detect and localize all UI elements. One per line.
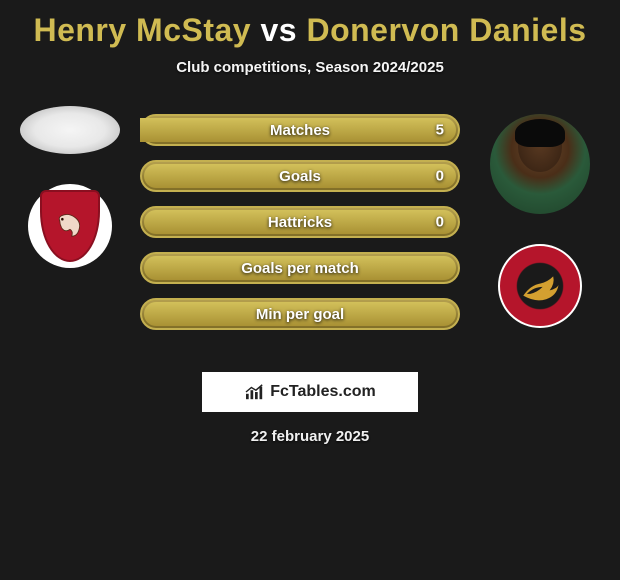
- morecambe-shield: [40, 190, 100, 262]
- vs-text: vs: [260, 12, 297, 48]
- player1-silhouette: [20, 106, 120, 154]
- left-column: [10, 114, 130, 268]
- right-column: [480, 114, 600, 328]
- player1-name: Henry McStay: [33, 12, 251, 48]
- bar-fill-right: [298, 164, 456, 188]
- player2-photo: [490, 114, 590, 214]
- brand-name: FcTables.com: [270, 383, 376, 401]
- brand-box: FcTables.com: [202, 372, 418, 412]
- team1-crest: [28, 184, 112, 268]
- swift-icon: [518, 264, 562, 308]
- stat-value-right: 5: [436, 122, 444, 139]
- stat-bars: Matches 5 Goals 0 Hattricks 0 Goals per match M…: [140, 114, 460, 330]
- stat-bar: Min per goal: [140, 298, 460, 330]
- subtitle: Club competitions, Season 2024/2025: [0, 59, 620, 76]
- player2-name: Donervon Daniels: [306, 12, 586, 48]
- chart-icon: [244, 383, 266, 401]
- stat-value-right: 0: [436, 214, 444, 231]
- comparison-title: Henry McStay vs Donervon Daniels: [0, 0, 620, 49]
- stat-value-right: 0: [436, 168, 444, 185]
- shrimp-icon: [53, 209, 87, 243]
- stat-label: Matches: [270, 122, 330, 139]
- stat-bar: Goals per match: [140, 252, 460, 284]
- date-text: 22 february 2025: [0, 428, 620, 445]
- stat-label: Hattricks: [268, 214, 332, 231]
- stat-label: Goals: [279, 168, 321, 185]
- stat-label: Goals per match: [241, 260, 359, 277]
- comparison-content: Matches 5 Goals 0 Hattricks 0 Goals per match M…: [0, 114, 620, 354]
- stat-label: Min per goal: [256, 306, 344, 323]
- stat-bar: Hattricks 0: [140, 206, 460, 238]
- stat-bar: Goals 0: [140, 160, 460, 192]
- stat-bar: Matches 5: [140, 114, 460, 146]
- team2-crest: [498, 244, 582, 328]
